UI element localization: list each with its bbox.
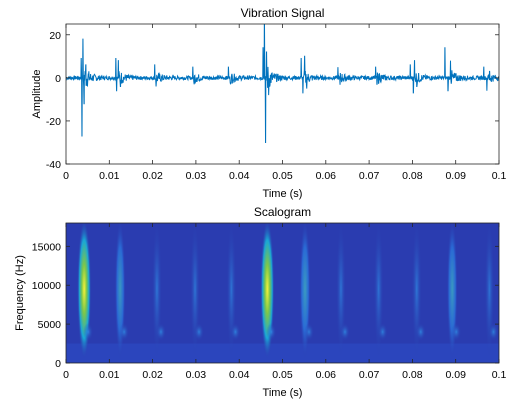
scalogram-ylabel: Frequency (Hz) [14, 255, 26, 331]
vibration-xtick-label: 0 [63, 170, 69, 182]
vibration-ytick-label: 20 [49, 30, 61, 42]
vibration-series-line [66, 24, 499, 143]
scalogram-ytick-label: 5000 [38, 319, 62, 331]
scalogram-xtick-label: 0.1 [492, 369, 507, 381]
scalogram-chart: Scalogram 0 0.01 0.02 0.03 0.04 0.05 0.06 0.07 0… [14, 205, 512, 400]
vibration-xtick-label: 0.08 [402, 170, 423, 182]
vibration-xtick-label: 0.05 [272, 170, 293, 182]
vibration-xtick-label: 0.03 [186, 170, 207, 182]
vibration-y-ticks: -40 -20 0 20 [46, 30, 499, 171]
scalogram-event-low [339, 322, 350, 341]
scalogram-title: Scalogram [254, 205, 311, 219]
vibration-title: Vibration Signal [241, 6, 325, 20]
vibration-xtick-label: 0.09 [445, 170, 466, 182]
scalogram-ytick-label: 10000 [32, 280, 61, 292]
scalogram-event-low [266, 322, 277, 341]
scalogram-xtick-label: 0.04 [229, 369, 250, 381]
vibration-ytick-label: -20 [46, 116, 61, 128]
scalogram-xtick-label: 0.08 [402, 369, 423, 381]
scalogram-xtick-label: 0.03 [186, 369, 207, 381]
scalogram-ytick-label: 0 [55, 358, 61, 370]
vibration-xtick-label: 0.01 [99, 170, 120, 182]
scalogram-xtick-label: 0.05 [272, 369, 293, 381]
scalogram-y-ticks: 0 5000 10000 15000 [32, 241, 499, 370]
vibration-ylabel: Amplitude [31, 70, 43, 119]
scalogram-xtick-label: 0 [63, 369, 69, 381]
vibration-xtick-label: 0.04 [229, 170, 250, 182]
scalogram-x-ticks: 0 0.01 0.02 0.03 0.04 0.05 0.06 0.07 0.08 0.09 0.1 [63, 223, 506, 381]
scalogram-event-low [377, 322, 388, 341]
vibration-xtick-label: 0.07 [359, 170, 380, 182]
scalogram-low-band [66, 343, 499, 363]
scalogram-xtick-label: 0.07 [359, 369, 380, 381]
vibration-ytick-label: -40 [46, 159, 61, 171]
vibration-plot-area [66, 24, 499, 164]
scalogram-background [66, 223, 499, 363]
vibration-ytick-label: 0 [55, 73, 61, 85]
scalogram-xtick-label: 0.02 [142, 369, 163, 381]
scalogram-event-low [304, 322, 315, 341]
scalogram-event-low [230, 322, 241, 341]
scalogram-event-low [415, 322, 426, 341]
vibration-xtick-label: 0.1 [492, 170, 507, 182]
scalogram-xtick-label: 0.06 [316, 369, 337, 381]
scalogram-event-low [488, 322, 499, 341]
scalogram-xlabel: Time (s) [263, 387, 303, 399]
scalogram-ytick-label: 15000 [32, 241, 61, 253]
vibration-xtick-label: 0.06 [316, 170, 337, 182]
scalogram-event-low [194, 322, 205, 341]
scalogram-xtick-label: 0.01 [99, 369, 120, 381]
vibration-x-ticks: 0 0.01 0.02 0.03 0.04 0.05 0.06 0.07 0.08 0.09 0.1 [63, 24, 506, 182]
scalogram-event-low [83, 322, 94, 341]
vibration-xlabel: Time (s) [263, 188, 303, 200]
scalogram-xtick-label: 0.09 [445, 369, 466, 381]
vibration-chart: Vibration Signal 0 0.01 0.02 0.03 0.04 0.05 0.… [31, 6, 506, 200]
watermark: 知乎 @哥廷根数学学派 [378, 384, 512, 400]
scalogram-event-low [451, 322, 462, 341]
scalogram-event-low [119, 322, 130, 341]
scalogram-events [66, 223, 499, 363]
scalogram-event-low [155, 322, 166, 341]
vibration-xtick-label: 0.02 [142, 170, 163, 182]
